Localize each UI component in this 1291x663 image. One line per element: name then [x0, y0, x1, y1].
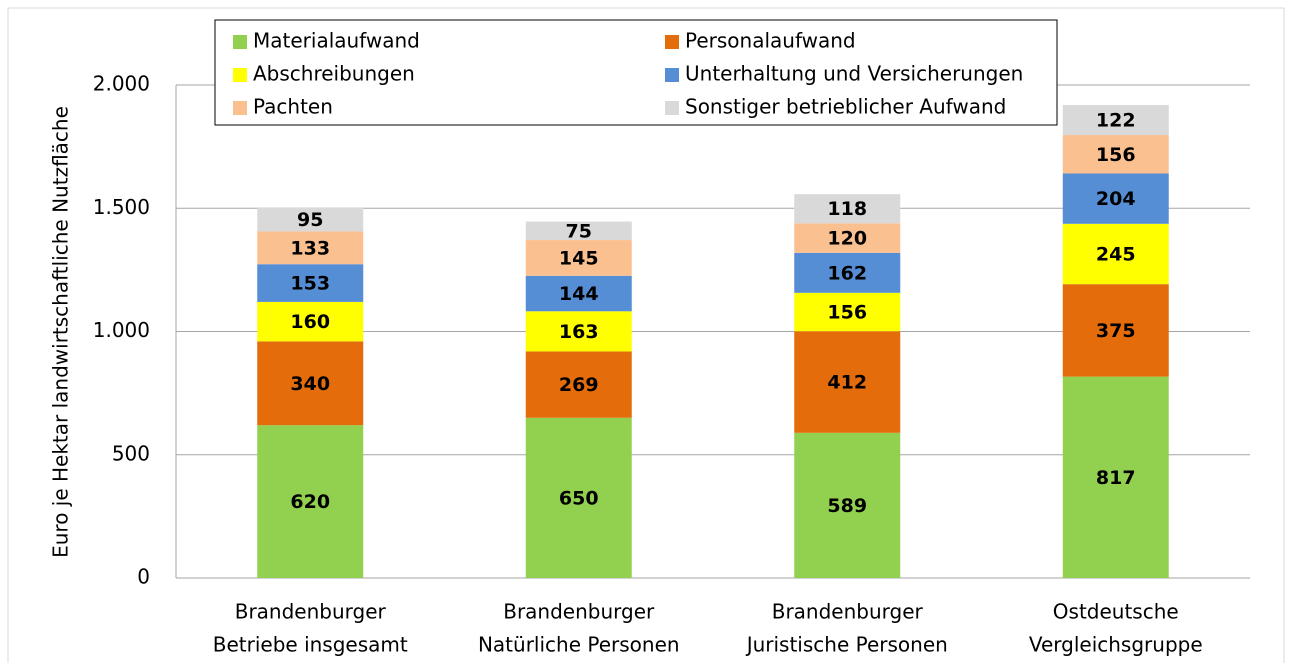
legend-label: Unterhaltung und Versicherungen	[685, 62, 1023, 86]
value-label: 153	[290, 273, 330, 295]
value-label: 340	[290, 373, 330, 395]
value-label: 245	[1096, 243, 1136, 265]
bar-segment	[525, 240, 632, 276]
bar-segment	[1062, 284, 1169, 377]
value-label: 145	[559, 247, 599, 269]
bar-segment	[794, 432, 901, 578]
bar-segment	[1062, 376, 1169, 578]
y-tick-label: 2.000	[93, 72, 150, 96]
value-label: 75	[566, 220, 592, 242]
x-tick-label: Vergleichsgruppe	[1029, 633, 1203, 657]
value-label: 163	[559, 321, 599, 343]
legend-label: Pachten	[253, 95, 333, 119]
bar-segment	[794, 252, 901, 293]
x-tick-label: Brandenburger	[772, 600, 924, 624]
legend-swatch	[665, 101, 679, 115]
bar-segment	[1062, 135, 1169, 174]
y-tick-label: 0	[137, 565, 150, 589]
value-label: 160	[290, 311, 330, 333]
bar-segment	[525, 275, 632, 312]
bar-segment	[794, 223, 901, 253]
bar-segment	[257, 264, 364, 302]
y-tick-label: 500	[112, 441, 150, 465]
bar-segment	[257, 301, 364, 342]
legend-swatch	[233, 35, 247, 49]
value-label: 650	[559, 487, 599, 509]
value-label: 817	[1096, 467, 1136, 489]
value-label: 269	[559, 374, 599, 396]
bar-segment	[257, 208, 364, 232]
value-label: 133	[290, 237, 330, 259]
value-label: 589	[827, 495, 867, 517]
bar-segment	[794, 331, 901, 433]
y-axis-label: Euro je Hektar landwirtschaftliche Nutzf…	[49, 106, 73, 558]
y-tick-label: 1.500	[93, 195, 150, 219]
bar-segment	[1062, 223, 1169, 285]
legend-label: Abschreibungen	[253, 62, 415, 86]
x-tick-label: Betriebe insgesamt	[213, 633, 408, 657]
value-label: 375	[1096, 320, 1136, 342]
legend-label: Sonstiger betrieblicher Aufwand	[685, 95, 1006, 119]
legend-label: Materialaufwand	[253, 29, 420, 53]
legend-swatch	[233, 101, 247, 115]
bar-segment	[525, 351, 632, 418]
x-tick-label: Juristische Personen	[745, 633, 948, 657]
x-tick-label: Ostdeutsche	[1053, 600, 1179, 624]
legend-box	[214, 19, 1058, 126]
bar-segment	[525, 417, 632, 578]
bar-segment	[1062, 104, 1169, 136]
value-label: 156	[1096, 144, 1136, 166]
bar-segment	[794, 292, 901, 332]
bar-segment	[257, 425, 364, 578]
legend-swatch	[233, 68, 247, 82]
value-label: 120	[827, 228, 867, 250]
x-tick-label: Brandenburger	[503, 600, 655, 624]
legend-label: Personalaufwand	[685, 29, 856, 53]
value-label: 144	[559, 283, 599, 305]
x-tick-label: Natürliche Personen	[478, 633, 680, 657]
value-label: 412	[827, 372, 867, 394]
y-tick-label: 1.000	[93, 318, 150, 342]
value-label: 204	[1096, 188, 1136, 210]
legend-swatch	[665, 35, 679, 49]
bar-segment	[257, 231, 364, 265]
value-label: 162	[827, 262, 867, 284]
bar-segment	[257, 341, 364, 426]
x-tick-label: Brandenburger	[235, 600, 387, 624]
chart-frame	[7, 7, 1285, 663]
bar-segment	[525, 311, 632, 352]
value-label: 156	[827, 302, 867, 324]
value-label: 620	[290, 491, 330, 513]
value-label: 95	[297, 209, 323, 231]
bar-segment	[1062, 173, 1169, 224]
value-label: 122	[1096, 110, 1136, 132]
bar-segment	[794, 194, 901, 224]
legend-swatch	[665, 68, 679, 82]
value-label: 118	[827, 198, 867, 220]
bar-segment	[525, 221, 632, 241]
